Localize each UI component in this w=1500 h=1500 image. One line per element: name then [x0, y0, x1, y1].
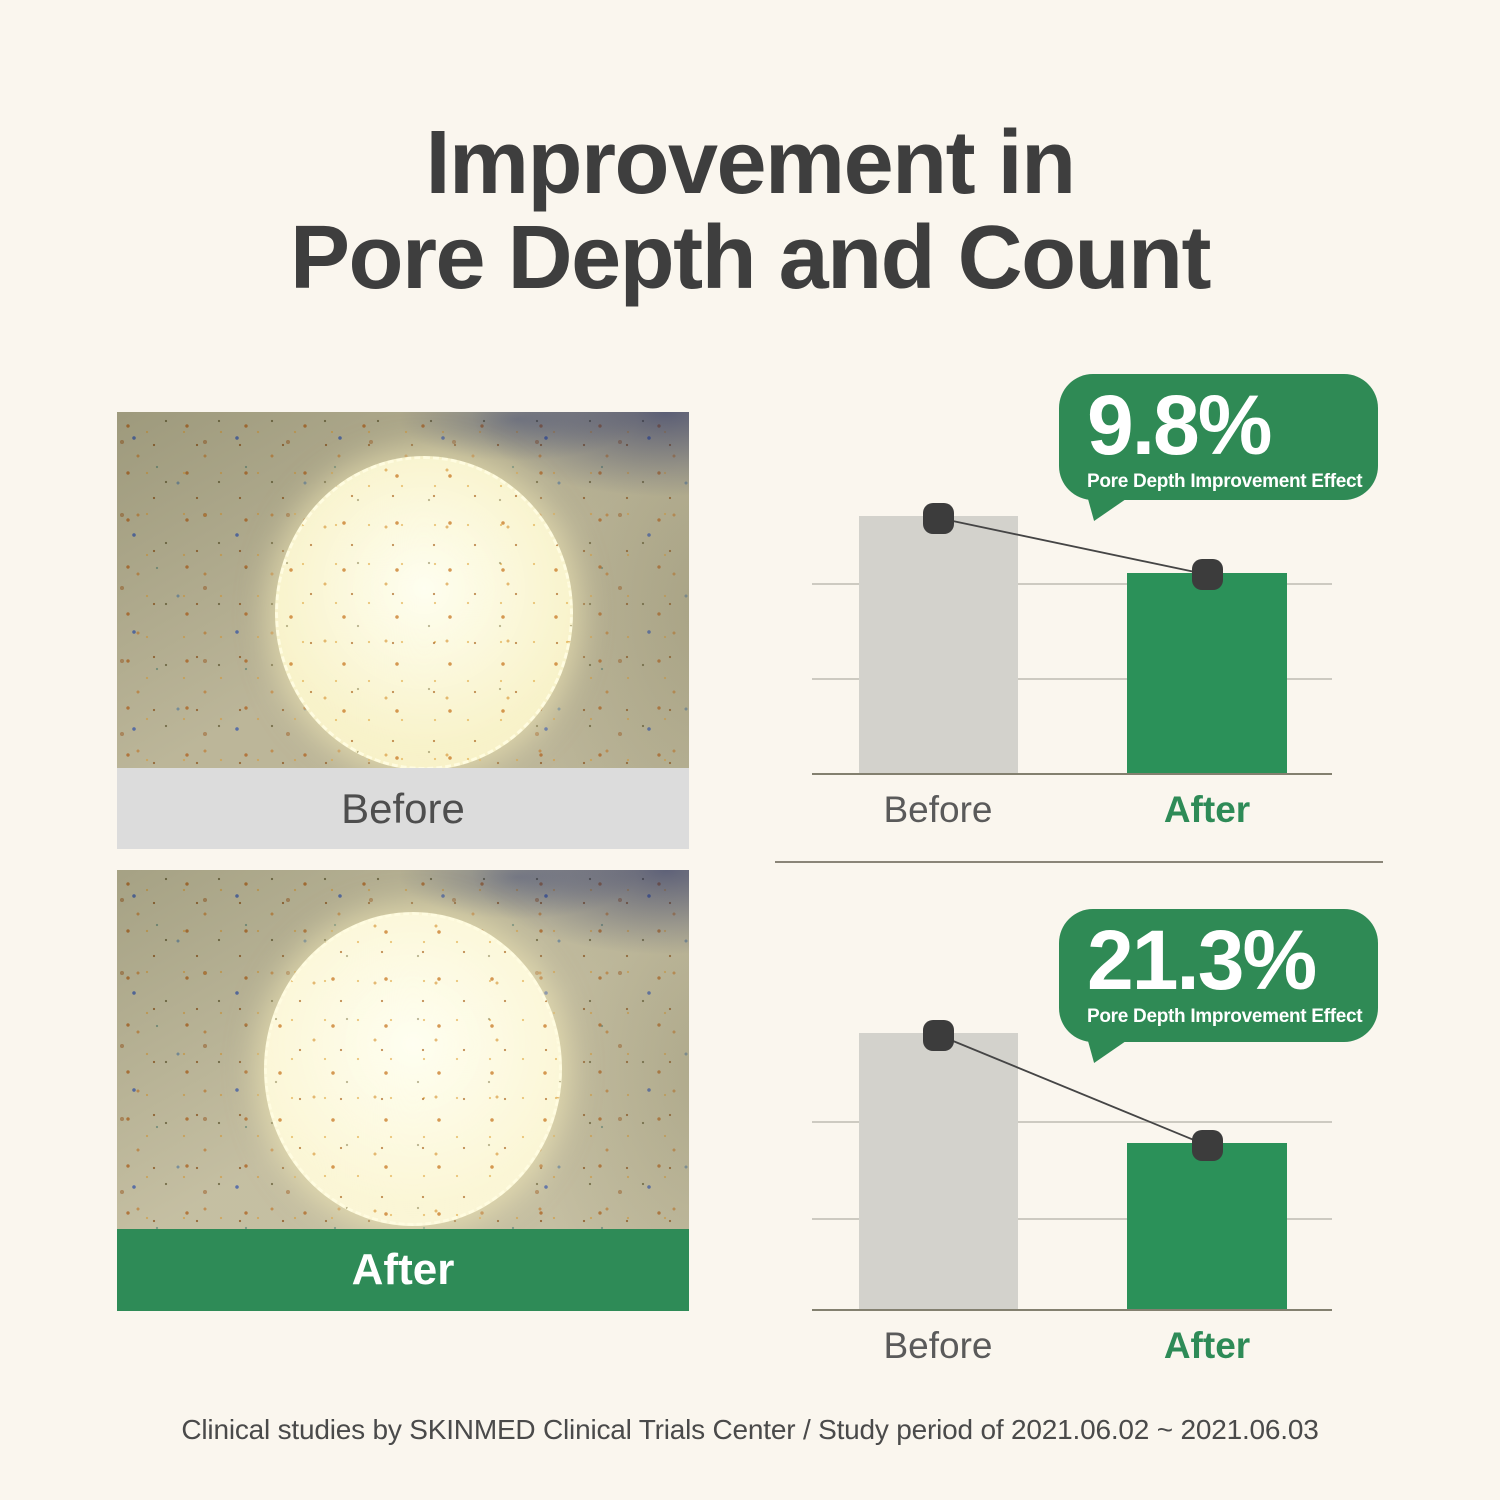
bar-plot-area: [812, 500, 1332, 775]
x-axis-baseline: [812, 1309, 1332, 1311]
bar-plot-area: [812, 1019, 1332, 1311]
magnified-area-circle: [275, 456, 573, 768]
gridline: [812, 678, 1332, 680]
improvement-caption: Pore Depth Improvement Effect: [1087, 1005, 1363, 1027]
section-divider-line: [775, 861, 1383, 863]
after-photo-label: After: [117, 1229, 689, 1311]
x-label-after: After: [1163, 789, 1251, 830]
marker-before: [923, 502, 954, 534]
after-photo-card: After: [117, 870, 689, 1311]
before-skin-photo: [117, 412, 689, 768]
improvement-percentage: 21.3%: [1087, 913, 1317, 1007]
x-axis-labels: Before After: [812, 1325, 1332, 1375]
x-axis-labels: Before After: [812, 789, 1332, 839]
marker-after: [1191, 559, 1223, 591]
improvement-caption: Pore Depth Improvement Effect: [1087, 470, 1363, 492]
improvement-badge: 21.3% Pore Depth Improvement Effect: [1059, 909, 1378, 1063]
x-axis-baseline: [812, 773, 1332, 775]
gridline: [812, 583, 1332, 585]
page-title-line2: Pore Depth and Count: [290, 207, 1211, 308]
bar-before: [859, 1033, 1018, 1309]
magnified-area-circle: [264, 912, 562, 1226]
improvement-badge: 9.8% Pore Depth Improvement Effect: [1059, 374, 1378, 521]
clinical-study-footnote: Clinical studies by SKINMED Clinical Tri…: [0, 1414, 1500, 1446]
clinical-study-footnote-text: Clinical studies by SKINMED Clinical Tri…: [181, 1414, 1319, 1445]
page-title: Improvement in Pore Depth and Count: [0, 116, 1500, 305]
before-photo-label: Before: [117, 768, 689, 849]
after-skin-photo: [117, 870, 689, 1229]
improvement-percentage: 9.8%: [1087, 378, 1272, 472]
page-title-line1: Improvement in: [425, 113, 1076, 213]
bar-after: [1127, 1143, 1287, 1309]
gridline: [812, 1218, 1332, 1220]
marker-after: [1191, 1129, 1223, 1161]
x-label-after: After: [1163, 1325, 1251, 1366]
x-label-before: Before: [883, 789, 993, 830]
before-photo-label-text: Before: [341, 784, 465, 832]
before-photo-card: Before: [117, 412, 689, 849]
bar-after: [1127, 572, 1287, 773]
bar-before: [859, 516, 1018, 773]
x-label-before: Before: [883, 1325, 993, 1366]
marker-before: [923, 1019, 954, 1051]
after-photo-label-text: After: [351, 1245, 455, 1294]
